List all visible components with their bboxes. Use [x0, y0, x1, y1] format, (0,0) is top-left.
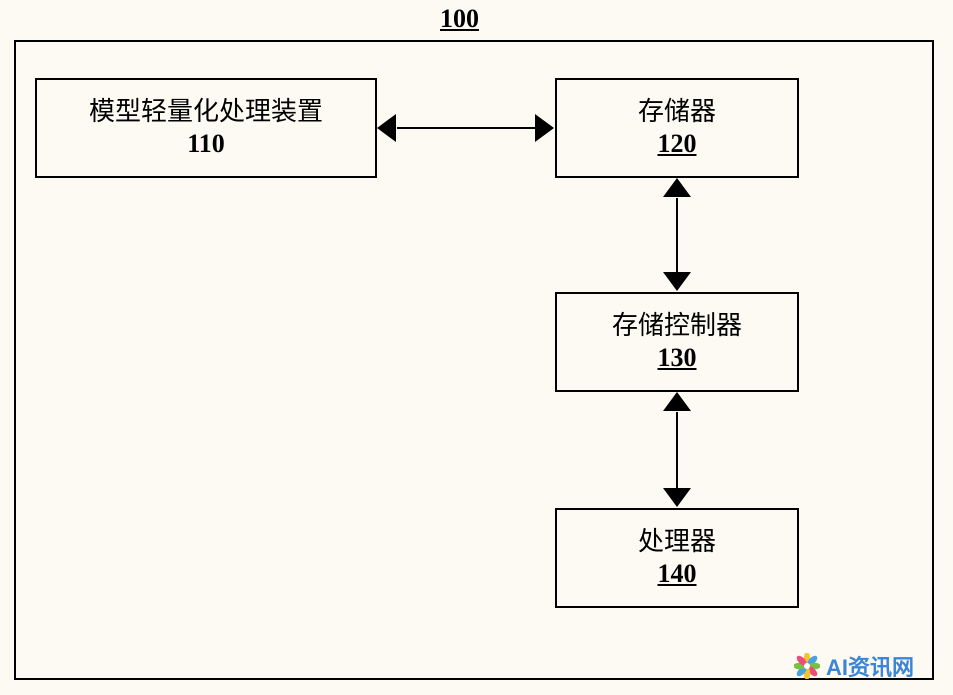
node-n130: 存储控制器130: [555, 292, 799, 392]
node-title: 存储控制器: [612, 310, 742, 343]
node-number: 140: [658, 558, 697, 591]
edge: [397, 127, 536, 129]
node-number: 130: [658, 342, 697, 375]
node-title: 处理器: [638, 526, 716, 559]
node-title: 模型轻量化处理装置: [89, 96, 323, 129]
flower-icon: [794, 653, 820, 679]
watermark-text: AI资讯网: [826, 650, 914, 682]
edge: [676, 412, 678, 489]
watermark: AI资讯网: [788, 648, 920, 684]
arrow-head: [663, 392, 691, 411]
container-label: 100: [440, 4, 479, 34]
node-number: 120: [658, 128, 697, 161]
block-diagram: 100 模型轻量化处理装置110 存储器120 存储控制器130 处理器140 AI资…: [0, 0, 953, 695]
node-number: 110: [187, 128, 225, 161]
node-n110: 模型轻量化处理装置110: [35, 78, 377, 178]
node-title: 存储器: [638, 96, 716, 129]
arrow-head: [663, 272, 691, 291]
node-n140: 处理器140: [555, 508, 799, 608]
arrow-head: [663, 178, 691, 197]
arrow-head: [377, 114, 396, 142]
arrow-head: [535, 114, 554, 142]
edge: [676, 198, 678, 273]
node-n120: 存储器120: [555, 78, 799, 178]
arrow-head: [663, 488, 691, 507]
